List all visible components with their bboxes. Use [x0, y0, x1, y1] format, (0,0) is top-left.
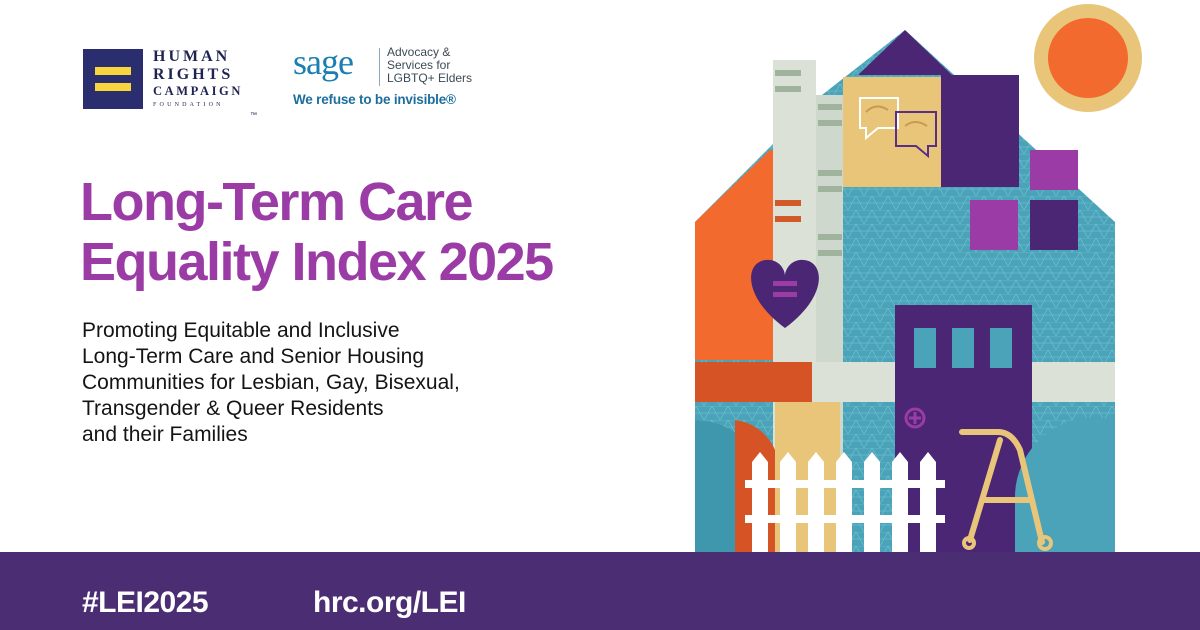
subtitle-line: Promoting Equitable and Inclusive — [82, 319, 400, 342]
page-title: Long-Term Care Equality Index 2025 — [80, 172, 554, 292]
heart-equality-icon — [751, 259, 819, 328]
hrc-line-4: FOUNDATION — [153, 101, 224, 108]
picket-fence-icon — [745, 452, 945, 552]
hrc-trademark: ™ — [250, 112, 257, 119]
hrc-logo: HUMAN RIGHTS CAMPAIGN FOUNDATION — [83, 49, 243, 109]
hashtag: #LEI2025 — [82, 586, 209, 619]
title-line: Long-Term Care — [80, 172, 474, 232]
hrc-line-1: HUMAN — [153, 48, 231, 65]
speech-bubbles-hands-icon — [859, 97, 937, 159]
website-link[interactable]: hrc.org/LEI — [313, 586, 466, 619]
subtitle-line: Transgender & Queer Residents — [82, 397, 384, 420]
subtitle-line: Long-Term Care and Senior Housing — [82, 345, 425, 368]
door-cross-icon — [895, 305, 1032, 552]
sage-divider — [379, 48, 380, 86]
subtitle-line: Communities for Lesbian, Gay, Bisexual, — [82, 371, 460, 394]
subtitle: Promoting Equitable and Inclusive Long-T… — [82, 318, 460, 448]
walker-icon — [959, 429, 1053, 551]
equality-logo-icon — [83, 49, 143, 109]
sage-tagline: We refuse to be invisible® — [293, 92, 456, 107]
hrc-line-3: CAMPAIGN — [153, 84, 244, 98]
sage-description: Advocacy & Services for LGBTQ+ Elders — [387, 45, 473, 85]
sage-wordmark: sage — [293, 42, 354, 82]
hrc-line-2: RIGHTS — [153, 66, 234, 83]
subtitle-line: and their Families — [82, 423, 248, 446]
title-line: Equality Index 2025 — [80, 232, 554, 292]
hrc-wordmark: HUMAN RIGHTS CAMPAIGN FOUNDATION — [153, 49, 243, 108]
sun-icon — [1034, 4, 1142, 112]
footer-bar — [0, 552, 1200, 630]
